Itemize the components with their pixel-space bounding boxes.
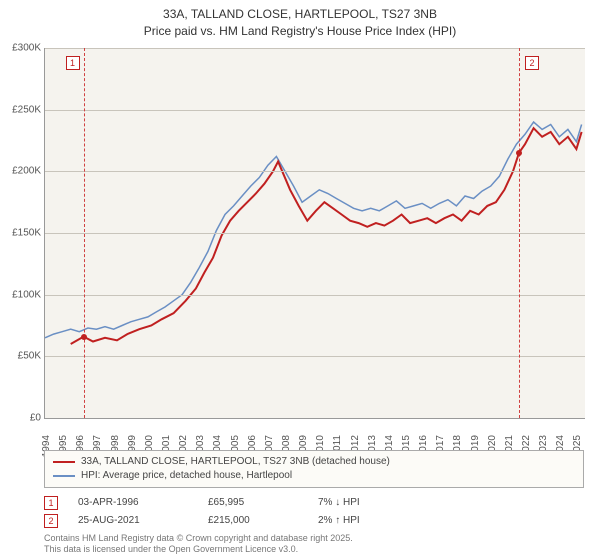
sale-dot-1 <box>81 334 87 340</box>
table-row: 2 25-AUG-2021 £215,000 2% ↑ HPI <box>44 512 584 530</box>
y-axis-label: £150K <box>3 228 41 239</box>
gridline-h <box>45 233 585 234</box>
title-line2: Price paid vs. HM Land Registry's House … <box>0 23 600 40</box>
gridline-h <box>45 356 585 357</box>
tx-marker-2: 2 <box>44 514 58 528</box>
tx-marker-1: 1 <box>44 496 58 510</box>
tx-diff-1: 7% ↓ HPI <box>318 494 418 512</box>
legend-row-property: 33A, TALLAND CLOSE, HARTLEPOOL, TS27 3NB… <box>53 455 575 469</box>
legend-swatch-property <box>53 461 75 464</box>
chart-title: 33A, TALLAND CLOSE, HARTLEPOOL, TS27 3NB… <box>0 0 600 40</box>
gridline-h <box>45 295 585 296</box>
gridline-h <box>45 110 585 111</box>
y-axis-label: £0 <box>3 413 41 424</box>
y-axis-label: £100K <box>3 289 41 300</box>
legend-row-hpi: HPI: Average price, detached house, Hart… <box>53 469 575 483</box>
tx-price-2: £215,000 <box>208 512 298 530</box>
series-line-hpi <box>45 122 582 338</box>
transaction-table: 1 03-APR-1996 £65,995 7% ↓ HPI 2 25-AUG-… <box>44 494 584 530</box>
legend-label-hpi: HPI: Average price, detached house, Hart… <box>81 469 292 483</box>
gridline-h <box>45 171 585 172</box>
sale-vline-2 <box>519 48 520 418</box>
attribution-line2: This data is licensed under the Open Gov… <box>44 544 353 556</box>
tx-date-1: 03-APR-1996 <box>78 494 188 512</box>
sale-dot-2 <box>516 150 522 156</box>
title-line1: 33A, TALLAND CLOSE, HARTLEPOOL, TS27 3NB <box>0 6 600 23</box>
attribution: Contains HM Land Registry data © Crown c… <box>44 533 353 556</box>
sale-marker-box-1: 1 <box>66 56 80 70</box>
y-axis-label: £250K <box>3 104 41 115</box>
tx-diff-2: 2% ↑ HPI <box>318 512 418 530</box>
sale-vline-1 <box>84 48 85 418</box>
sale-marker-box-2: 2 <box>525 56 539 70</box>
y-axis-label: £200K <box>3 166 41 177</box>
legend-label-property: 33A, TALLAND CLOSE, HARTLEPOOL, TS27 3NB… <box>81 455 390 469</box>
legend-and-table: 33A, TALLAND CLOSE, HARTLEPOOL, TS27 3NB… <box>44 450 584 530</box>
legend-swatch-hpi <box>53 475 75 477</box>
chart-plot-area: £0£50K£100K£150K£200K£250K£300K199419951… <box>44 48 585 419</box>
tx-price-1: £65,995 <box>208 494 298 512</box>
legend-box: 33A, TALLAND CLOSE, HARTLEPOOL, TS27 3NB… <box>44 450 584 488</box>
gridline-h <box>45 48 585 49</box>
tx-date-2: 25-AUG-2021 <box>78 512 188 530</box>
y-axis-label: £300K <box>3 43 41 54</box>
table-row: 1 03-APR-1996 £65,995 7% ↓ HPI <box>44 494 584 512</box>
attribution-line1: Contains HM Land Registry data © Crown c… <box>44 533 353 545</box>
series-line-property <box>71 128 582 344</box>
y-axis-label: £50K <box>3 351 41 362</box>
